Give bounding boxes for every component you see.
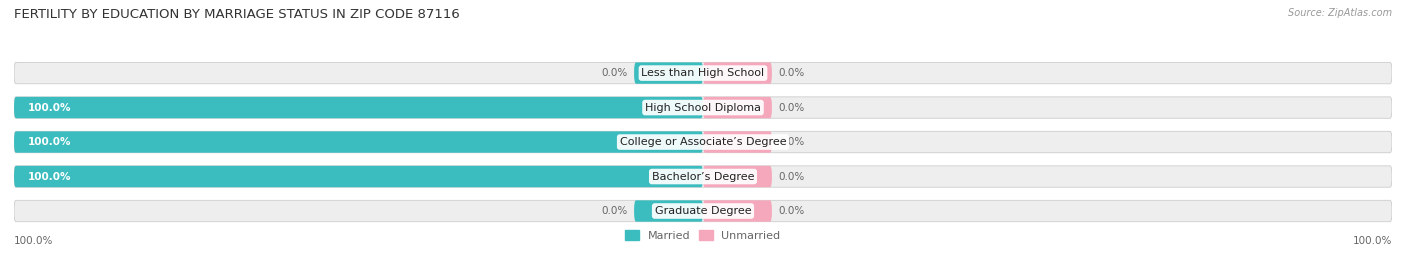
Text: 100.0%: 100.0%	[28, 103, 72, 113]
FancyBboxPatch shape	[14, 62, 1392, 84]
Text: 0.0%: 0.0%	[779, 172, 806, 181]
FancyBboxPatch shape	[703, 166, 772, 187]
Text: 0.0%: 0.0%	[600, 68, 627, 78]
FancyBboxPatch shape	[14, 166, 703, 187]
FancyBboxPatch shape	[634, 62, 703, 84]
FancyBboxPatch shape	[14, 200, 1392, 222]
FancyBboxPatch shape	[14, 131, 703, 153]
FancyBboxPatch shape	[14, 97, 703, 118]
FancyBboxPatch shape	[14, 166, 1392, 187]
Legend: Married, Unmarried: Married, Unmarried	[621, 226, 785, 245]
FancyBboxPatch shape	[703, 62, 772, 84]
Text: Graduate Degree: Graduate Degree	[655, 206, 751, 216]
Text: 0.0%: 0.0%	[779, 206, 806, 216]
Text: Bachelor’s Degree: Bachelor’s Degree	[652, 172, 754, 181]
Text: Less than High School: Less than High School	[641, 68, 765, 78]
Text: 100.0%: 100.0%	[28, 172, 72, 181]
FancyBboxPatch shape	[14, 97, 1392, 118]
FancyBboxPatch shape	[14, 131, 1392, 153]
Text: Source: ZipAtlas.com: Source: ZipAtlas.com	[1288, 8, 1392, 18]
FancyBboxPatch shape	[703, 97, 772, 118]
FancyBboxPatch shape	[703, 200, 772, 222]
Text: FERTILITY BY EDUCATION BY MARRIAGE STATUS IN ZIP CODE 87116: FERTILITY BY EDUCATION BY MARRIAGE STATU…	[14, 8, 460, 21]
Text: 0.0%: 0.0%	[779, 68, 806, 78]
FancyBboxPatch shape	[703, 131, 772, 153]
Text: High School Diploma: High School Diploma	[645, 103, 761, 113]
Text: 100.0%: 100.0%	[28, 137, 72, 147]
Text: 0.0%: 0.0%	[779, 103, 806, 113]
Text: 100.0%: 100.0%	[1353, 236, 1392, 246]
Text: College or Associate’s Degree: College or Associate’s Degree	[620, 137, 786, 147]
Text: 100.0%: 100.0%	[14, 236, 53, 246]
Text: 0.0%: 0.0%	[779, 137, 806, 147]
Text: 0.0%: 0.0%	[600, 206, 627, 216]
FancyBboxPatch shape	[634, 200, 703, 222]
